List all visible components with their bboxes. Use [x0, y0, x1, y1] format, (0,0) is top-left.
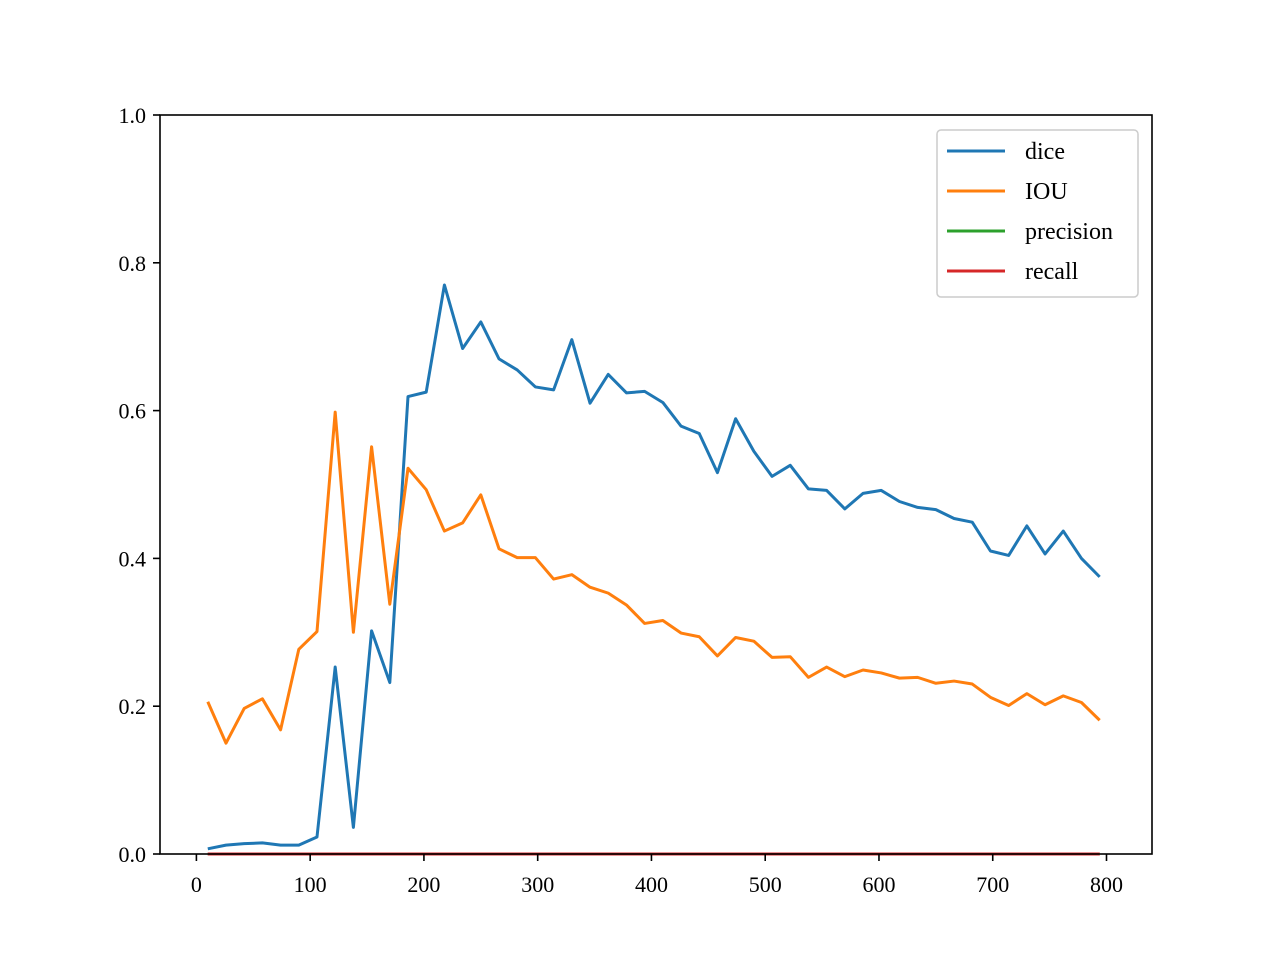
- x-tick-label: 700: [976, 872, 1009, 897]
- x-tick-label: 800: [1090, 872, 1123, 897]
- x-axis: 0 100 200 300 400 500 600 700 800: [191, 854, 1123, 897]
- x-tick-label: 0: [191, 872, 202, 897]
- y-tick-label: 0.6: [119, 399, 147, 424]
- y-tick-label: 0.2: [119, 694, 147, 719]
- x-tick-label: 500: [749, 872, 782, 897]
- x-tick-label: 600: [862, 872, 895, 897]
- x-tick-label: 400: [635, 872, 668, 897]
- y-tick-label: 0.8: [119, 251, 147, 276]
- x-tick-label: 200: [407, 872, 440, 897]
- legend-label-recall: recall: [1025, 259, 1079, 285]
- y-tick-label: 1.0: [119, 103, 147, 128]
- legend-label-dice: dice: [1025, 139, 1065, 165]
- plot-frame: [159, 114, 1153, 855]
- legend-box: [936, 129, 1139, 298]
- y-axis: 0.0 0.2 0.4 0.6 0.8 1.0: [119, 103, 160, 867]
- x-tick-label: 100: [294, 872, 327, 897]
- y-tick-label: 0.0: [119, 842, 147, 867]
- series-line-dice: [207, 283, 1101, 851]
- x-tick-label: 300: [521, 872, 554, 897]
- legend: dice IOU precision recall: [936, 129, 1139, 298]
- series-line-IOU: [206, 410, 1101, 745]
- legend-label-IOU: IOU: [1025, 179, 1068, 205]
- y-tick-label: 0.4: [119, 546, 147, 571]
- legend-label-precision: precision: [1025, 219, 1113, 245]
